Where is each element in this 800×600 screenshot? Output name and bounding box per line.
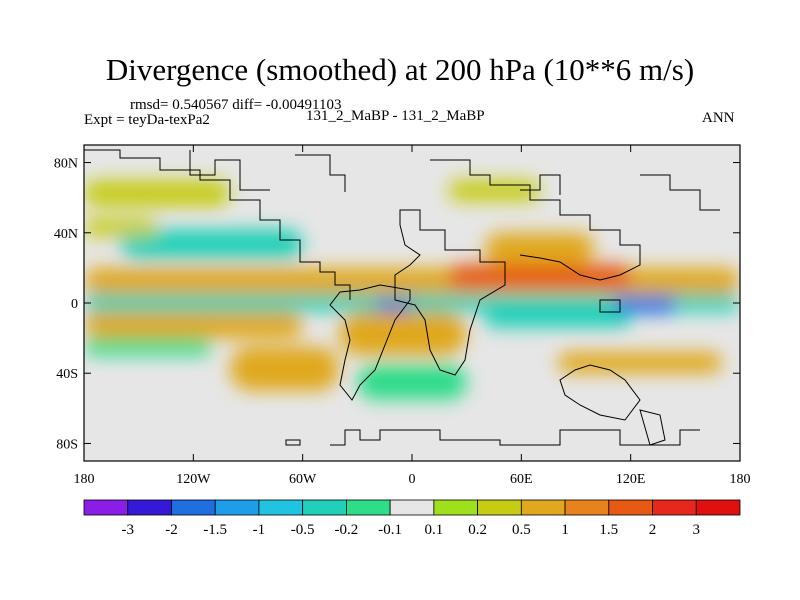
colorbar-label-12: 2 — [649, 522, 657, 538]
comparison-label: 131_2_MaBP - 131_2_MaBP — [306, 108, 485, 124]
colorbar-swatch-11 — [564, 499, 610, 516]
x-tick-label-5: 120E — [616, 472, 646, 487]
colorbar-label-11: 1.5 — [599, 522, 618, 538]
colorbar-swatch-12 — [608, 499, 653, 516]
colorbar-swatch-8 — [433, 499, 479, 516]
y-tick-label-1: 40N — [54, 227, 78, 242]
divergence-band-4 — [448, 264, 631, 289]
divergence-band-11 — [484, 311, 631, 328]
y-tick-label-4: 80S — [56, 437, 78, 452]
colorbar-swatch-4 — [258, 499, 304, 516]
colorbar-swatch-14 — [695, 499, 741, 516]
colorbar-swatch-3 — [214, 499, 260, 516]
colorbar-swatch-1 — [127, 499, 172, 516]
colorbar-label-8: 0.2 — [468, 522, 487, 538]
divergence-band-14 — [357, 364, 467, 400]
x-tick-label-1: 120W — [176, 472, 211, 487]
colorbar-label-2: -1.5 — [203, 522, 227, 538]
x-tick-label-0: 180 — [74, 472, 95, 487]
colorbar-swatch-7 — [389, 499, 435, 516]
colorbar-label-10: 1 — [561, 522, 569, 538]
colorbar-label-6: -0.1 — [378, 522, 402, 538]
chart-title: Divergence (smoothed) at 200 hPa (10**6 … — [105, 52, 695, 87]
x-tick-label-2: 60W — [289, 472, 317, 487]
colorbar-swatch-5 — [302, 499, 347, 516]
colorbar-swatch-13 — [652, 499, 697, 516]
colorbar-swatch-2 — [171, 499, 216, 516]
divergence-band-3 — [84, 267, 740, 295]
colorbar-label-1: -2 — [165, 522, 178, 538]
colorbar-label-3: -1 — [253, 522, 266, 538]
colorbar-label-0: -3 — [121, 522, 134, 538]
colorbar-swatch-6 — [345, 499, 391, 516]
divergence-band-1 — [120, 229, 303, 260]
divergence-band-2 — [84, 218, 157, 237]
y-tick-label-0: 80N — [54, 157, 78, 172]
colorbar-label-5: -0.2 — [335, 522, 359, 538]
colorbar-label-13: 3 — [693, 522, 701, 538]
x-tick-label-6: 180 — [730, 472, 751, 487]
divergence-band-5 — [484, 232, 595, 265]
divergence-band-12 — [84, 338, 212, 356]
divergence-band-7 — [375, 299, 412, 314]
divergence-band-0 — [84, 180, 230, 207]
colorbar-swatch-9 — [477, 499, 522, 516]
x-tick-label-4: 60E — [510, 472, 533, 487]
divergence-band-16 — [448, 180, 540, 202]
divergence-band-13 — [229, 346, 340, 391]
x-tick-label-3: 0 — [409, 472, 416, 487]
y-tick-label-3: 40S — [56, 367, 78, 382]
colorbar-label-7: 0.1 — [424, 522, 443, 538]
y-tick-label-2: 0 — [71, 297, 78, 312]
colorbar-swatch-0 — [83, 499, 129, 516]
colorbar-swatch-10 — [520, 499, 566, 516]
divergence-band-9 — [84, 311, 303, 339]
stats-text: rmsd= 0.540567 diff= -0.00491103 — [130, 97, 342, 113]
divergence-band-6 — [84, 294, 740, 312]
divergence-band-10 — [339, 311, 467, 356]
season-label: ANN — [702, 110, 735, 126]
coastline-outline — [84, 149, 720, 446]
divergence-band-8 — [612, 295, 677, 314]
colorbar-label-4: -0.5 — [291, 522, 315, 538]
colorbar-label-9: 0.5 — [512, 522, 531, 538]
experiment-label: Expt = teyDa-texPa2 — [84, 112, 210, 128]
divergence-band-15 — [557, 352, 722, 374]
